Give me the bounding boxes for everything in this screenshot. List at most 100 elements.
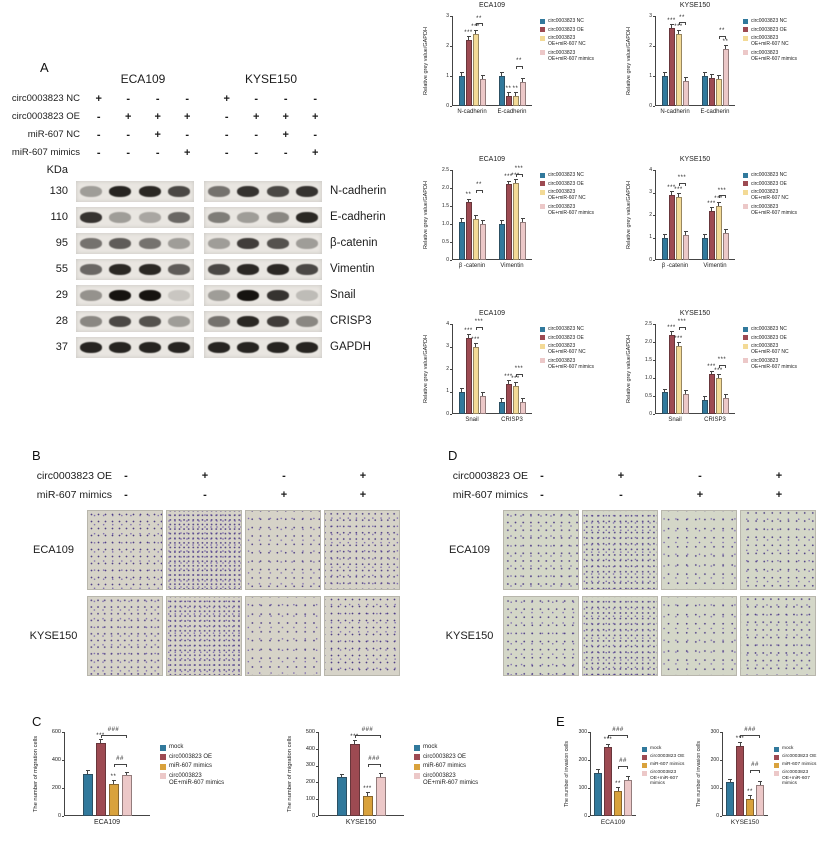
bar-E-cadherin-series-2 [715, 79, 722, 106]
legend-item: circ0003823 OE [774, 754, 822, 760]
legend-label: circ0003823 OE+miR-607 mimics [782, 770, 810, 786]
legend-label: circ0003823 OE [751, 26, 787, 33]
category-label: E-cadherin [700, 109, 730, 115]
y-tick-label: 600 [51, 728, 61, 735]
y-tick-mark [315, 782, 318, 784]
condition-mark: - [96, 129, 101, 141]
bar-Snail-series-3 [682, 394, 689, 414]
condition-mark: - [185, 93, 190, 105]
legend-swatch [540, 358, 545, 363]
blot-strip-eca109 [76, 232, 194, 254]
legend-label: circ0003823 OE+miR-607 mimics [169, 772, 225, 786]
category-label: CRISP3 [704, 417, 726, 423]
y-tick-mark [449, 414, 452, 415]
bar-KYSE150-series-2 [362, 795, 373, 816]
blot-strip-kyse150 [204, 206, 322, 228]
protein-band [138, 341, 161, 353]
significance-mark: *** [603, 737, 613, 744]
bar-N-cadherin-series-0 [458, 76, 465, 106]
error-bar-cap [480, 220, 485, 222]
protein-band [168, 211, 191, 223]
condition-mark: + [282, 129, 289, 141]
legend-swatch [540, 35, 545, 41]
significance-mark: *** [667, 324, 676, 331]
bar-CRISP3-series-3 [722, 397, 729, 414]
significance-mark: *** [504, 373, 513, 380]
kda-value: 29 [55, 289, 68, 301]
cell-line-label: KYSE150 [445, 630, 494, 642]
protein-band [138, 315, 161, 327]
chart-migration-kyse150: The number of migration cells 0 100 200 300 4… [280, 724, 530, 842]
error-bar [501, 73, 502, 76]
legend-label: mock [650, 746, 662, 751]
transwell-row: KYSE150 [20, 596, 422, 676]
bar-β-catenin-series-1 [668, 194, 675, 260]
protein-band [296, 315, 319, 327]
blot-strip-eca109 [76, 206, 194, 228]
protein-label: CRISP3 [330, 315, 372, 327]
legend-swatch [540, 335, 545, 340]
bar-E-cadherin-series-2 [512, 95, 519, 106]
legend-label: circ0003823 OE [548, 334, 584, 341]
significance-mark: ### [107, 727, 120, 734]
significance-bracket [718, 364, 726, 368]
error-bar-cap [616, 787, 620, 788]
legend-swatch [540, 343, 545, 349]
protein-band [79, 315, 102, 327]
legend-label: circ0003823 OE [548, 26, 584, 33]
error-bar [501, 221, 502, 224]
y-tick-label: 2.0 [442, 184, 449, 191]
condition-mark: + [312, 111, 319, 123]
y-tick-mark [587, 788, 590, 789]
legend-swatch [160, 763, 166, 770]
y-tick-mark [449, 369, 452, 370]
plot-area [590, 732, 636, 816]
condition-mark: + [223, 93, 230, 105]
y-axis-label: The number of migration cells [33, 735, 39, 813]
protein-band [138, 237, 161, 249]
chart-kyse150-snail-crisp3: KYSE150 Relative grey value/GAPDH 0 0.5 1.0 1… [619, 310, 821, 458]
panel-e-letter: E [556, 714, 565, 729]
error-bar-cap [716, 75, 721, 77]
chart-legend: circ0003823 NC circ0003823 OE circ0003823 … [743, 18, 819, 64]
error-bar-cap [124, 771, 129, 773]
error-bar-cap [378, 772, 383, 774]
y-tick-label: 3 [446, 343, 449, 350]
y-tick-mark [587, 732, 590, 733]
legend-swatch [414, 763, 420, 770]
legend-label: circ0003823 NC [548, 172, 584, 178]
bar-β-catenin-series-3 [479, 224, 486, 260]
protein-band [266, 211, 289, 223]
bar-N-cadherin-series-1 [465, 40, 472, 106]
error-bar-cap [473, 30, 478, 32]
error-bar [664, 73, 665, 76]
blot-strip-kyse150 [204, 258, 322, 280]
bar-Snail-series-2 [675, 345, 682, 414]
error-bar [597, 769, 599, 773]
condition-mark: - [254, 147, 259, 159]
category-label: KYSE150 [345, 819, 377, 826]
legend-swatch [540, 172, 545, 178]
error-bar-cap [520, 218, 525, 220]
transwell-image [324, 596, 400, 676]
significance-mark: *** [504, 174, 513, 181]
bar-KYSE150-series-3 [375, 776, 386, 816]
error-bar-cap [111, 780, 116, 781]
condition-mark: - [126, 147, 131, 159]
legend-swatch [743, 358, 748, 363]
protein-band [237, 237, 260, 249]
transwell-image [661, 510, 737, 590]
bar-KYSE150-series-1 [349, 743, 360, 816]
legend-label: circ0003823 OE+miR-607 mimics [751, 49, 797, 62]
chart-invasion-eca109: The number of invasion cells 0 100 200 300 EC… [560, 724, 692, 842]
condition-mark: - [224, 147, 229, 159]
bar-ECA109-series-1 [604, 747, 612, 816]
error-bar [759, 782, 761, 786]
bar-β-catenin-series-3 [682, 235, 689, 260]
legend-swatch [414, 773, 420, 779]
significance-bracket [475, 189, 483, 193]
error-bar-cap [499, 220, 504, 222]
plot-area [64, 732, 150, 816]
condition-row: miR-607 NC - - + - - - + - [20, 126, 422, 144]
error-bar-cap [676, 193, 681, 195]
